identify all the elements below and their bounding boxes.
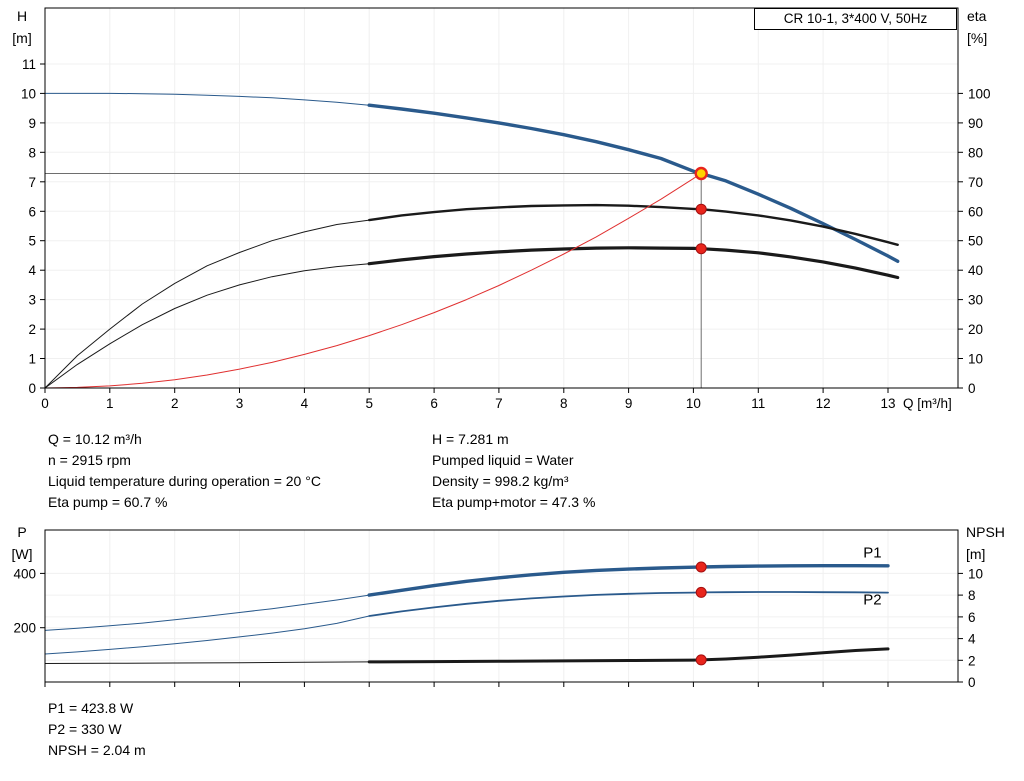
chart-top-right-axis-label-unit: [%] [967, 30, 987, 46]
y-right-tick-label: 4 [968, 632, 976, 647]
x-tick-label: 5 [365, 396, 373, 411]
y-left-tick-label: 11 [22, 57, 36, 72]
x-tick-label: 3 [236, 396, 244, 411]
plot-frame [44, 7, 959, 389]
y-left-tick-label: 9 [28, 116, 36, 131]
y-left-tick-label: 3 [28, 293, 36, 308]
x-tick-label: 0 [41, 396, 49, 411]
chart-top-right-axis-label: eta [967, 8, 987, 24]
y-right-tick-label: 8 [968, 588, 976, 603]
x-tick-label: 9 [625, 396, 633, 411]
x-tick-label: 11 [751, 396, 765, 411]
operating-data-left-column: Q = 10.12 m³/h n = 2915 rpm Liquid tempe… [48, 429, 321, 513]
eta-pump-motor-curve-low-flow [44, 263, 370, 389]
p2-curve [368, 591, 889, 617]
y-right-tick-label: 70 [968, 175, 983, 190]
x-tick-label: 2 [171, 396, 179, 411]
y-right-tick-label: 50 [968, 234, 983, 249]
x-tick-label: 1 [106, 396, 114, 411]
x-axis-unit-label: Q [m³/h] [903, 396, 952, 411]
y-right-tick-label: 80 [968, 145, 983, 160]
x-tick-label: 6 [430, 396, 438, 411]
y-right-tick-label: 30 [968, 293, 983, 308]
chart-bottom-left-axis-label: P [17, 524, 26, 540]
y-left-tick-label: 5 [28, 234, 36, 249]
y-right-tick-label: 0 [968, 675, 976, 690]
x-tick-label: 7 [495, 396, 503, 411]
y-left-tick-label: 1 [28, 352, 36, 367]
y-right-tick-label: 40 [968, 263, 983, 278]
y-right-tick-label: 20 [968, 322, 983, 337]
y-right-tick-label: 2 [968, 653, 976, 668]
p1-curve-low-flow [44, 594, 370, 631]
y-right-tick-label: 60 [968, 204, 983, 219]
y-right-tick-label: 0 [968, 381, 976, 396]
p2-curve-low-flow [44, 615, 370, 655]
qh-curve [367, 103, 900, 263]
head-readout: H = 7.281 m [432, 431, 509, 447]
chart-bottom-right-axis-label: NPSH [966, 524, 1005, 540]
npsh-point [695, 654, 707, 666]
plot-frame [44, 529, 959, 683]
eta-pump-readout: Eta pump = 60.7 % [48, 494, 168, 510]
results-panel: P1 = 423.8 W P2 = 330 W NPSH = 2.04 m [48, 698, 146, 761]
eta-pump-motor-readout: Eta pump+motor = 47.3 % [432, 494, 596, 510]
eta-pump-curve-low-flow [44, 219, 370, 389]
y-left-tick-label: 0 [28, 381, 36, 396]
chart-top-left-axis-label-unit: [m] [12, 30, 31, 46]
y-left-tick-label: 7 [28, 175, 36, 190]
y-left-tick-label: 6 [28, 204, 36, 219]
npsh-curve-low-flow [44, 661, 370, 664]
chart-bottom-left-axis-label-unit: [W] [12, 546, 33, 562]
p1-readout: P1 = 423.8 W [48, 700, 134, 716]
y-right-tick-label: 90 [968, 116, 983, 131]
p1-point [695, 561, 707, 573]
eta-pump-motor-point [695, 243, 707, 255]
eta-pump-point [695, 203, 707, 215]
power-npsh-chart: 200 400 0 2 4 6 8 10 P [W] NPSH [m] P1 P2 [12, 524, 1005, 690]
p2-readout: P2 = 330 W [48, 721, 122, 737]
eta-pump-curve [368, 203, 899, 247]
density-readout: Density = 998.2 kg/m³ [432, 473, 569, 489]
x-tick-label: 13 [880, 396, 895, 411]
y-right-tick-label: 6 [968, 610, 976, 625]
y-right-tick-label: 100 [968, 86, 991, 101]
pumped-liquid-readout: Pumped liquid = Water [432, 452, 574, 468]
pump-model-label: CR 10-1, 3*400 V, 50Hz [754, 8, 957, 30]
curve-label-p2: P2 [863, 592, 881, 609]
y-left-tick-label: 400 [13, 566, 36, 581]
liquid-temperature-readout: Liquid temperature during operation = 20… [48, 473, 321, 489]
x-tick-label: 4 [301, 396, 309, 411]
chart-bottom-right-axis-label-unit: [m] [966, 546, 985, 562]
p2-point [695, 586, 707, 598]
x-tick-label: 8 [560, 396, 568, 411]
flow-readout: Q = 10.12 m³/h [48, 431, 142, 447]
y-left-tick-label: 2 [28, 322, 36, 337]
y-right-tick-label: 10 [968, 566, 983, 581]
y-left-tick-label: 8 [28, 145, 36, 160]
qh-curve-low-flow [44, 92, 370, 106]
npsh-readout: NPSH = 2.04 m [48, 742, 146, 758]
speed-readout: n = 2915 rpm [48, 452, 131, 468]
y-left-tick-label: 200 [13, 621, 36, 636]
y-left-tick-label: 4 [28, 263, 36, 278]
x-tick-label: 12 [816, 396, 831, 411]
y-left-tick-label: 10 [21, 86, 36, 101]
y-right-tick-label: 10 [968, 352, 983, 367]
eta-pump-motor-curve [367, 246, 900, 280]
duty-point-marker[interactable] [694, 166, 708, 181]
qh-eta-chart: 0 1 2 3 4 5 6 7 8 9 10 11 12 13 Q [m³/h]01234567891011… [12, 7, 991, 411]
operating-data-right-column: H = 7.281 m Pumped liquid = Water Densit… [432, 429, 595, 513]
system-curve [44, 173, 702, 389]
x-tick-label: 10 [686, 396, 701, 411]
chart-top-left-axis-label: H [17, 8, 27, 24]
curve-label-p1: P1 [863, 545, 881, 562]
p1-curve [367, 564, 890, 597]
